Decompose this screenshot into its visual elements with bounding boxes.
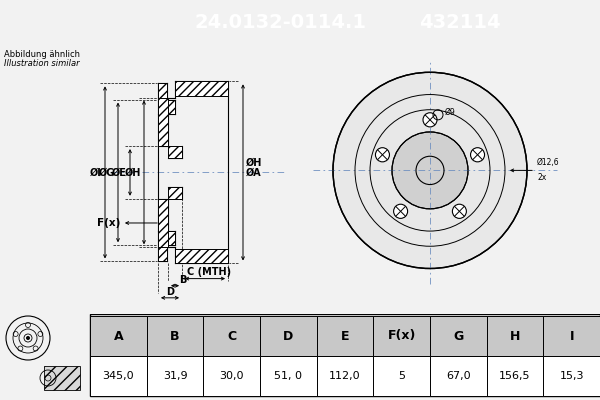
Bar [90,316,146,356]
Bar [146,316,203,356]
Bar [158,199,168,247]
Bar [90,314,600,396]
Bar [168,146,182,158]
Text: 15,3: 15,3 [559,371,584,381]
Bar [487,316,544,356]
Bar [158,98,168,146]
Text: B: B [170,330,180,342]
Text: C: C [227,330,236,342]
Text: 2x: 2x [537,174,546,182]
Text: ØH: ØH [125,168,141,178]
Text: H: H [510,330,520,342]
Circle shape [452,204,466,218]
Text: C (MTH): C (MTH) [187,266,231,276]
Bar [260,316,317,356]
Bar [158,84,167,100]
Text: D: D [283,330,293,342]
Bar [317,316,373,356]
Bar [373,316,430,356]
Text: A: A [113,330,123,342]
Text: D: D [166,287,174,297]
Bar [175,249,228,264]
Text: 31,9: 31,9 [163,371,187,381]
Text: G: G [453,330,463,342]
Text: 156,5: 156,5 [499,371,531,381]
Text: Ø9: Ø9 [445,108,456,117]
Bar [203,316,260,356]
Text: B: B [179,275,187,285]
Bar [373,356,430,396]
Text: F(x): F(x) [388,330,416,342]
Text: E: E [341,330,349,342]
Circle shape [423,113,437,127]
Text: ØI: ØI [90,168,102,178]
Bar [158,245,167,262]
Text: 24.0132-0114.1: 24.0132-0114.1 [194,14,366,32]
Bar [158,100,175,114]
Text: 67,0: 67,0 [446,371,470,381]
Text: Illustration similar: Illustration similar [4,59,80,68]
Bar [175,81,228,96]
Text: ØH: ØH [246,157,262,167]
Bar [44,366,80,390]
Bar [317,356,373,396]
Text: 432114: 432114 [419,14,501,32]
Bar [544,316,600,356]
Circle shape [333,72,527,268]
Circle shape [394,204,407,218]
Text: 51, 0: 51, 0 [274,371,302,381]
Text: I: I [569,330,574,342]
Circle shape [376,148,389,162]
Bar [430,356,487,396]
Text: 112,0: 112,0 [329,371,361,381]
Text: Abbildung ähnlich: Abbildung ähnlich [4,50,80,59]
Circle shape [26,336,30,340]
Circle shape [392,132,468,209]
Bar [430,316,487,356]
Bar [260,356,317,396]
Text: Ø12,6: Ø12,6 [537,158,560,167]
Text: ØA: ØA [246,168,262,178]
Bar [90,356,146,396]
Bar [203,356,260,396]
Text: F(x): F(x) [97,218,121,228]
Text: 5: 5 [398,371,405,381]
Bar [487,356,544,396]
Text: ØG: ØG [99,168,115,178]
Text: ØE: ØE [112,168,127,178]
Bar [158,231,175,245]
Bar [168,186,182,199]
Circle shape [470,148,485,162]
Text: 345,0: 345,0 [103,371,134,381]
Bar [544,356,600,396]
Bar [146,356,203,396]
Text: 30,0: 30,0 [220,371,244,381]
